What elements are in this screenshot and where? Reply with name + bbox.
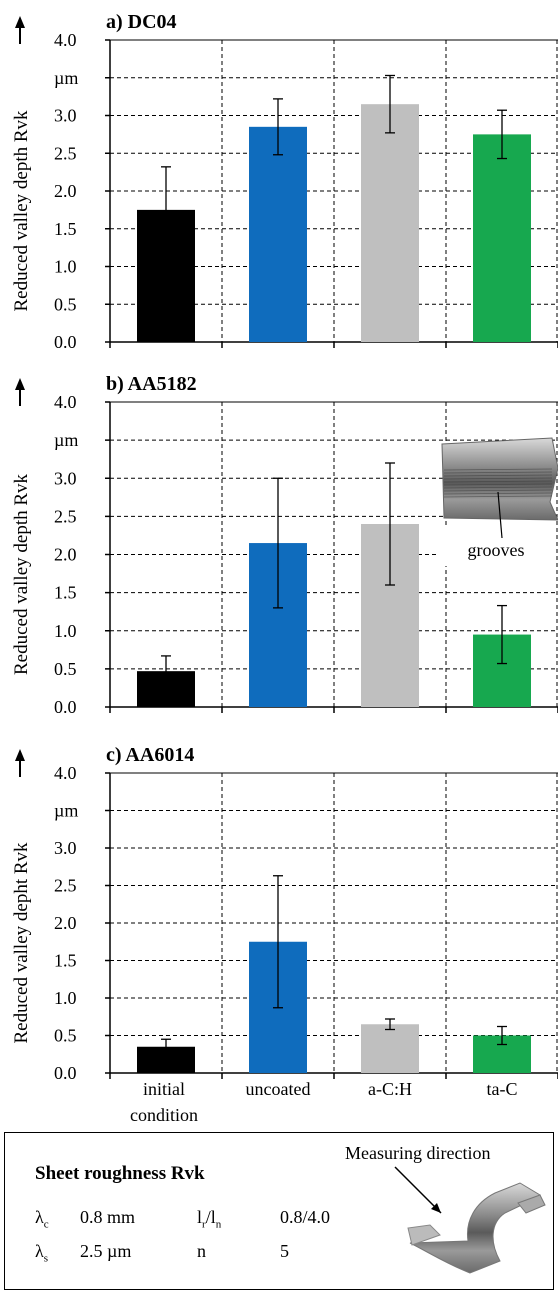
- lambda-s-value: 2.5 µm: [80, 1241, 132, 1261]
- y-tick-label: 0.0: [54, 1063, 77, 1083]
- groove-line: [443, 471, 553, 474]
- chart-panel-3: 0.0 0.5 1.0 1.5 2.0 2.5 3.0 4.0 µm Reduced valley…: [11, 744, 558, 1125]
- bar-2: [249, 126, 307, 342]
- category-label: initial: [143, 1079, 185, 1099]
- roughness-legend-box: Sheet roughness Rvk Measuring direction …: [4, 1132, 554, 1290]
- measuring-arrow: [394, 1166, 442, 1214]
- category-label: condition: [130, 1105, 198, 1125]
- panel-title: a) DC04: [106, 11, 177, 33]
- lr-ln-symbol: lr/ln: [197, 1207, 222, 1231]
- grooves-pointer: [497, 491, 503, 539]
- chart-figure: 0.0 0.5 1.0 1.5 2.0 2.5 3.0 4.0 µm Reduced valley…: [11, 11, 558, 1125]
- y-tick-label: 4.0: [54, 392, 77, 412]
- y-tick-label: 0.5: [54, 659, 77, 679]
- n-value: 5: [280, 1241, 289, 1261]
- y-axis-label: Reduced valley depht Rvk: [11, 842, 32, 1044]
- lambda-c-symbol: λc: [35, 1207, 49, 1231]
- y-tick-label: 2.5: [54, 143, 77, 163]
- groove-line: [443, 489, 553, 492]
- y-tick-label: 3.0: [54, 468, 77, 488]
- grooves-metal: [441, 437, 558, 521]
- y-tick-label: 1.0: [54, 621, 77, 641]
- y-tick-label: 2.5: [54, 876, 77, 896]
- chart-panel-2: 0.0 0.5 1.0 1.5 2.0 2.5 3.0 4.0 µm Reduced valley…: [11, 373, 558, 717]
- y-tick-label: 4.0: [54, 763, 77, 783]
- y-tick-label: 1.0: [54, 988, 77, 1008]
- y-axis-label: Reduced valley depth Rvk: [11, 110, 32, 312]
- y-tick-label: 3.0: [54, 838, 77, 858]
- groove-line: [443, 477, 553, 480]
- lambda-c-value: 0.8 mm: [80, 1207, 136, 1227]
- y-tick-label: 0.0: [54, 697, 77, 717]
- bar-4: [473, 134, 531, 342]
- y-tick-label: 0.5: [54, 294, 77, 314]
- category-label: uncoated: [246, 1079, 311, 1099]
- grooves-label-bg: [438, 528, 556, 566]
- chart-panel-1: 0.0 0.5 1.0 1.5 2.0 2.5 3.0 4.0 µm Reduced valley…: [11, 11, 558, 352]
- y-unit-label: µm: [54, 430, 78, 450]
- bar-3: [361, 1024, 419, 1073]
- groove-line: [443, 486, 553, 489]
- y-tick-label: 3.0: [54, 106, 77, 126]
- lambda-s-symbol: λs: [35, 1241, 49, 1265]
- y-tick-label: 1.5: [54, 583, 77, 603]
- y-arrow-head: [15, 16, 25, 28]
- y-tick-label: 2.0: [54, 913, 77, 933]
- bar-3: [361, 104, 419, 342]
- y-tick-label: 4.0: [54, 30, 77, 50]
- n-symbol: n: [197, 1241, 206, 1261]
- y-tick-label: 1.0: [54, 257, 77, 277]
- panel-title: c) AA6014: [106, 744, 194, 766]
- y-tick-label: 2.0: [54, 181, 77, 201]
- y-axis-label: Reduced valley depth Rvk: [11, 473, 32, 675]
- panel-title: b) AA5182: [106, 373, 197, 395]
- y-tick-label: 2.0: [54, 545, 77, 565]
- category-label: ta-C: [487, 1079, 518, 1099]
- groove-line: [443, 483, 553, 486]
- groove-line: [443, 480, 553, 483]
- y-arrow-head: [15, 378, 25, 390]
- grooves-label: grooves: [468, 540, 525, 560]
- y-unit-label: µm: [54, 68, 78, 88]
- y-unit-label: µm: [54, 801, 78, 821]
- groove-line: [443, 474, 553, 477]
- y-tick-label: 1.5: [54, 951, 77, 971]
- legend-title: Sheet roughness Rvk: [35, 1163, 205, 1184]
- lr-ln-value: 0.8/4.0: [280, 1207, 331, 1227]
- groove-line: [443, 468, 553, 471]
- category-label: a-C:H: [368, 1079, 412, 1099]
- y-tick-label: 2.5: [54, 506, 77, 526]
- y-tick-label: 0.0: [54, 332, 77, 352]
- y-arrow-head: [15, 749, 25, 761]
- sheet-part-icon: [407, 1182, 546, 1274]
- grooves-photo: [441, 437, 558, 521]
- y-tick-label: 1.5: [54, 219, 77, 239]
- y-tick-label: 0.5: [54, 1026, 77, 1046]
- measuring-direction-label: Measuring direction: [345, 1143, 491, 1163]
